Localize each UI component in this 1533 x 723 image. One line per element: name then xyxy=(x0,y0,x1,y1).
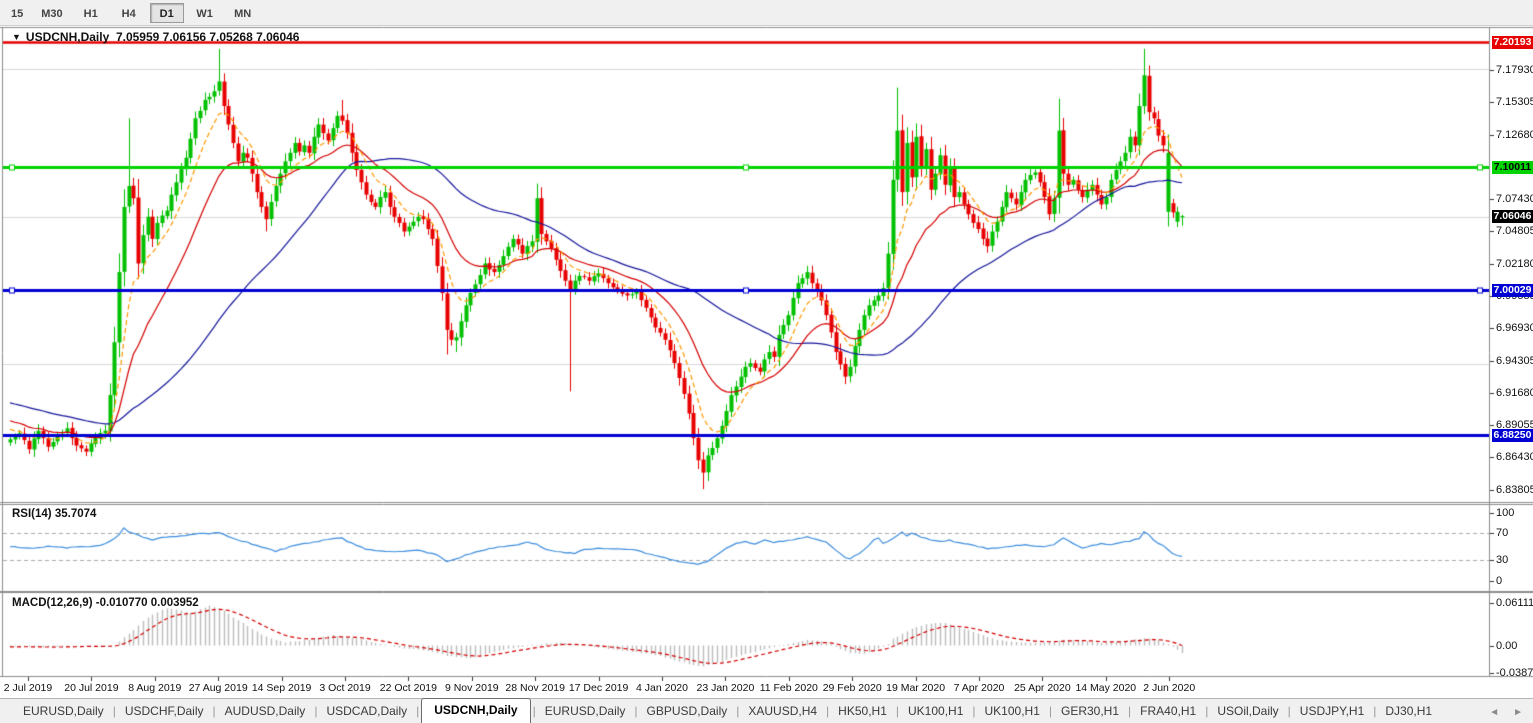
date-tick-label: 8 Aug 2019 xyxy=(128,682,182,694)
price-tick-label: 7.12680 xyxy=(1496,128,1533,141)
timeframe-button-H4[interactable]: H4 xyxy=(112,3,146,23)
date-tick-label: 2 Jun 2020 xyxy=(1143,682,1196,694)
tab-uk100-h1[interactable]: UK100,H1 xyxy=(984,704,1040,718)
tab-separator: | xyxy=(1048,704,1052,718)
tab-scroll-right-icon[interactable]: ► xyxy=(1513,707,1523,718)
price-tick-label: 6.86430 xyxy=(1496,451,1533,464)
tab-audusd-daily[interactable]: AUDUSD,Daily xyxy=(224,704,306,718)
chart-ohlc-readout: 7.05959 7.06156 7.05268 7.06046 xyxy=(115,30,300,44)
date-tick-label: 27 Aug 2019 xyxy=(188,682,248,694)
chart-plot-area[interactable] xyxy=(0,26,1533,723)
tab-separator: | xyxy=(532,704,536,718)
chart-tabs: EURUSD,Daily | USDCHF,Daily | AUDUSD,Daily | U… xyxy=(0,698,1441,723)
price-tick-label: 6.96930 xyxy=(1496,322,1533,335)
date-tick-label: 28 Nov 2019 xyxy=(505,682,565,694)
date-tick-label: 3 Oct 2019 xyxy=(319,682,371,694)
chart-symbol-label: USDCNH,Daily xyxy=(25,30,110,44)
tab-separator: | xyxy=(1205,704,1209,718)
tab-usdjpy-h1[interactable]: USDJPY,H1 xyxy=(1299,704,1365,718)
rsi-scale-label: 100 xyxy=(1496,507,1515,519)
tab-separator: | xyxy=(895,704,899,718)
tab-ger30-h1[interactable]: GER30,H1 xyxy=(1061,704,1120,718)
hline-price-badge: 7.00029 xyxy=(1492,283,1533,297)
tab-usdchf-daily[interactable]: USDCHF,Daily xyxy=(124,704,204,718)
tab-separator: | xyxy=(972,704,976,718)
chart-window: ▼ USDCNH,Daily 7.05959 7.06156 7.05268 7.… xyxy=(0,26,1533,723)
tab-usdcad-daily[interactable]: USDCAD,Daily xyxy=(326,704,408,718)
tab-separator: | xyxy=(212,704,216,718)
tab-xauusd-h4[interactable]: XAUUSD,H4 xyxy=(748,704,818,718)
tab-separator: | xyxy=(1128,704,1132,718)
rsi-scale-label: 30 xyxy=(1496,554,1509,567)
macd-scale-label: 0.061119 xyxy=(1496,596,1533,609)
price-tick-label: 6.83805 xyxy=(1496,483,1533,496)
tab-eurusd-daily[interactable]: EURUSD,Daily xyxy=(23,704,104,718)
tab-navigation: ◄ ► xyxy=(1489,707,1523,723)
tab-scroll-left-icon[interactable]: ◄ xyxy=(1489,707,1500,718)
timeframe-button-W1[interactable]: W1 xyxy=(188,3,222,23)
date-tick-label: 23 Jan 2020 xyxy=(696,682,755,694)
timeframe-button-M30[interactable]: M30 xyxy=(34,3,69,23)
tab-gbpusd-daily[interactable]: GBPUSD,Daily xyxy=(646,704,728,718)
hline-price-badge: 7.10011 xyxy=(1492,160,1533,174)
macd-label: MACD(12,26,9) -0.010770 0.003952 xyxy=(12,597,199,609)
current-price-badge: 7.06046 xyxy=(1492,209,1533,223)
timeframe-button-15[interactable]: 15 xyxy=(4,3,30,23)
date-tick-label: 11 Feb 2020 xyxy=(759,682,818,694)
date-tick-label: 2 Jul 2019 xyxy=(3,682,53,694)
hline-price-badge: 7.20193 xyxy=(1492,35,1533,49)
macd-scale-label: 0.00 xyxy=(1496,639,1518,652)
price-tick-label: 7.15305 xyxy=(1496,96,1533,109)
tab-eurusd-daily[interactable]: EURUSD,Daily xyxy=(544,704,626,718)
tab-separator: | xyxy=(1287,704,1291,718)
rsi-label: RSI(14) 35.7074 xyxy=(12,508,97,520)
price-tick-label: 7.07430 xyxy=(1496,193,1533,206)
tab-dj30-h1[interactable]: DJ30,H1 xyxy=(1385,704,1433,718)
rsi-scale-label: 0 xyxy=(1496,574,1503,587)
date-tick-label: 22 Oct 2019 xyxy=(379,682,437,694)
rsi-value: 35.7074 xyxy=(54,508,97,520)
timeframe-button-MN[interactable]: MN xyxy=(226,3,260,23)
macd-signal-value: 0.003952 xyxy=(150,597,199,609)
date-tick-label: 17 Dec 2019 xyxy=(568,682,629,694)
date-tick-label: 19 Mar 2020 xyxy=(886,682,946,694)
price-tick-label: 7.17930 xyxy=(1496,64,1533,76)
price-tick-label: 6.94305 xyxy=(1496,354,1533,367)
timeframe-button-H1[interactable]: H1 xyxy=(74,3,108,23)
date-tick-label: 7 Apr 2020 xyxy=(953,682,1005,694)
tab-separator: | xyxy=(634,704,638,718)
tab-usdcnh-daily[interactable]: USDCNH,Daily xyxy=(421,698,531,723)
tab-fra40-h1[interactable]: FRA40,H1 xyxy=(1140,704,1197,718)
tab-separator: | xyxy=(112,704,116,718)
chart-menu-triangle-icon[interactable]: ▼ xyxy=(12,32,21,42)
tab-usoil-daily[interactable]: USOil,Daily xyxy=(1217,704,1279,718)
date-tick-label: 20 Jul 2019 xyxy=(64,682,119,694)
timeframe-button-D1[interactable]: D1 xyxy=(149,2,184,23)
date-tick-label: 29 Feb 2020 xyxy=(822,682,882,694)
tab-separator: | xyxy=(416,704,420,718)
date-tick-label: 14 Sep 2019 xyxy=(251,682,312,694)
date-tick-label: 14 May 2020 xyxy=(1075,682,1137,694)
tab-separator: | xyxy=(1373,704,1377,718)
price-tick-label: 6.91680 xyxy=(1496,386,1533,399)
macd-scale-label: -0.038777 xyxy=(1496,666,1533,679)
tab-separator: | xyxy=(826,704,830,718)
price-tick-label: 6.89055 xyxy=(1496,419,1533,432)
tab-uk100-h1[interactable]: UK100,H1 xyxy=(908,704,964,718)
date-tick-label: 9 Nov 2019 xyxy=(444,682,499,694)
date-tick-label: 25 Apr 2020 xyxy=(1014,682,1071,694)
hline-price-badge: 6.88250 xyxy=(1492,428,1533,442)
tab-separator: | xyxy=(736,704,740,718)
tab-separator: | xyxy=(314,704,318,718)
price-tick-label: 7.04805 xyxy=(1496,225,1533,238)
tab-hk50-h1[interactable]: HK50,H1 xyxy=(838,704,887,718)
chart-tabs-bar: EURUSD,Daily | USDCHF,Daily | AUDUSD,Daily | U… xyxy=(0,698,1533,723)
price-tick-label: 7.02180 xyxy=(1496,257,1533,270)
chart-title: ▼ USDCNH,Daily 7.05959 7.06156 7.05268 7.… xyxy=(12,30,299,44)
macd-value: -0.010770 xyxy=(95,597,148,609)
date-tick-label: 4 Jan 2020 xyxy=(636,682,688,694)
timeframe-toolbar: 15 M30 H1 H4 D1 W1 MN xyxy=(0,0,1533,26)
rsi-scale-label: 70 xyxy=(1496,527,1509,540)
